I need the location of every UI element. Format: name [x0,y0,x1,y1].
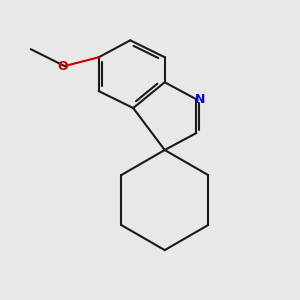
Text: O: O [58,60,68,73]
Text: N: N [195,93,205,106]
